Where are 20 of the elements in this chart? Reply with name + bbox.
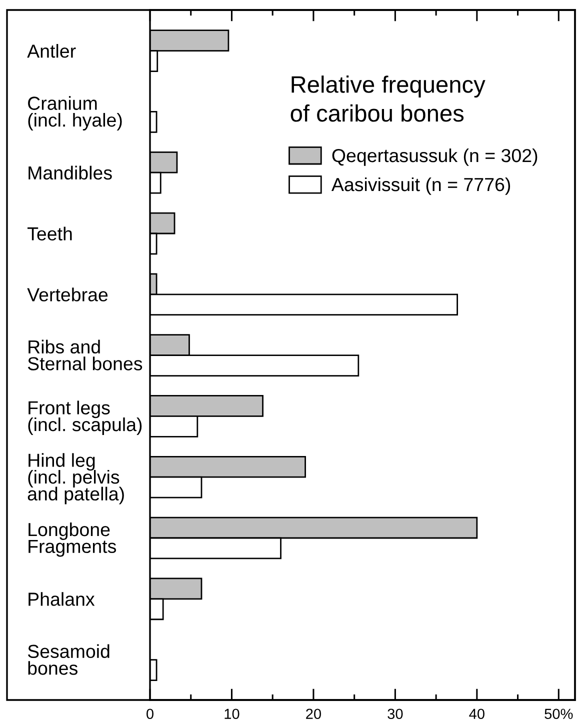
y-tick-label: Phalanx — [28, 592, 95, 606]
y-tick-label: Antler — [27, 44, 76, 58]
y-tick-label: Teeth — [28, 226, 72, 240]
y-tick-label: Mandibles — [28, 166, 112, 180]
y-tick-label: Hind leg (incl. pelvis and patella) — [28, 453, 124, 504]
x-tick-label: 0 — [146, 708, 154, 720]
y-tick-label: Sesamoid bones — [28, 644, 110, 675]
x-tick-label: 20 — [306, 708, 321, 720]
x-tick-label: 40 — [469, 708, 484, 720]
y-tick-label: Ribs and Sternal bones — [28, 340, 142, 370]
y-tick-label: Vertebrae — [27, 288, 108, 302]
x-tick-label: 10 — [224, 708, 240, 720]
x-tick-label: 50% — [544, 708, 573, 720]
legend-label: Aasivissuit (n = 7776) — [331, 177, 510, 195]
y-tick-label: Front legs (incl. scapula) — [28, 400, 142, 435]
x-tick-label: 30 — [388, 708, 403, 720]
text: Relative frequency of caribou bones — [290, 76, 486, 122]
y-tick-label: Longbone Fragments — [28, 522, 116, 557]
legend-label: Qeqertasussuk (n = 302) — [332, 148, 538, 166]
y-tick-label: Cranium (incl. hyale) — [28, 96, 122, 130]
